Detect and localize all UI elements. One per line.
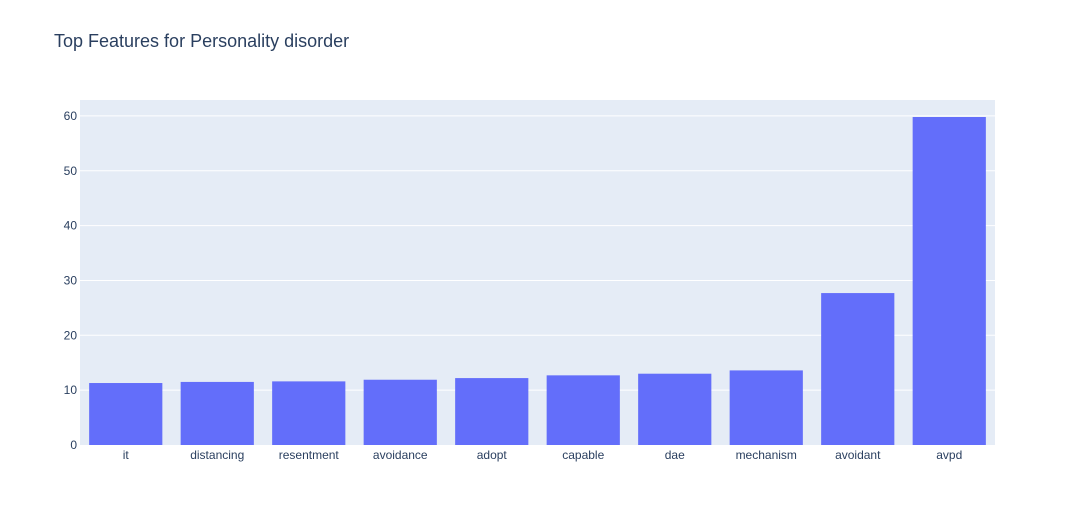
x-tick-label: avpd <box>936 448 962 462</box>
bar-avoidance[interactable] <box>363 379 437 445</box>
bar-capable[interactable] <box>546 375 620 445</box>
x-axis-ticks: it distancing resentment avoidance adopt capa… <box>123 448 963 462</box>
bar-avpd[interactable] <box>912 117 986 446</box>
x-tick-label: avoidance <box>373 448 428 462</box>
x-tick-label: adopt <box>477 448 508 462</box>
y-tick-label: 40 <box>64 219 78 233</box>
x-tick-label: avoidant <box>835 448 881 462</box>
x-tick-label: mechanism <box>736 448 797 462</box>
chart-title: Top Features for Personality disorder <box>54 31 350 51</box>
y-tick-label: 30 <box>64 273 78 287</box>
x-tick-label: resentment <box>279 448 340 462</box>
bar-avoidant[interactable] <box>821 293 895 445</box>
bar-adopt[interactable] <box>455 378 529 445</box>
y-tick-label: 50 <box>64 164 78 178</box>
y-tick-label: 10 <box>64 383 78 397</box>
bars <box>89 117 986 446</box>
y-axis-ticks: 0 10 20 30 40 50 60 <box>64 109 78 452</box>
y-tick-label: 60 <box>64 109 78 123</box>
bar-dae[interactable] <box>638 373 712 445</box>
x-tick-label: distancing <box>190 448 244 462</box>
bar-distancing[interactable] <box>180 381 254 445</box>
bar-resentment[interactable] <box>272 381 346 445</box>
x-tick-label: dae <box>665 448 685 462</box>
y-tick-label: 0 <box>70 438 77 452</box>
bar-it[interactable] <box>89 383 163 445</box>
y-tick-label: 20 <box>64 328 78 342</box>
x-tick-label: capable <box>562 448 604 462</box>
bar-mechanism[interactable] <box>729 370 803 445</box>
x-tick-label: it <box>123 448 130 462</box>
